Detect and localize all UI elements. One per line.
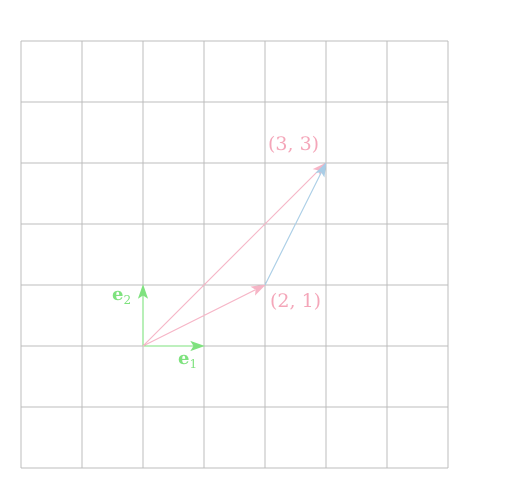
basis-label-e1: e1 [178,348,197,371]
vector-v-2-1-arrowhead [251,285,265,295]
point-label-2-1: (2, 1) [270,290,321,312]
basis-label-e2: e2 [112,284,131,307]
basis-label-e2-sub: 2 [123,293,131,307]
basis-label-e1-main: e [178,348,189,369]
vectors [139,163,327,351]
vector-v-2-1-line [143,290,255,346]
vector-v-3-3-line [143,171,318,346]
vector-v-1-2-line [265,173,321,285]
basis-label-e2-main: e [112,284,123,305]
basis-label-e1-sub: 1 [189,357,197,371]
point-label-3-3: (3, 3) [268,133,319,155]
